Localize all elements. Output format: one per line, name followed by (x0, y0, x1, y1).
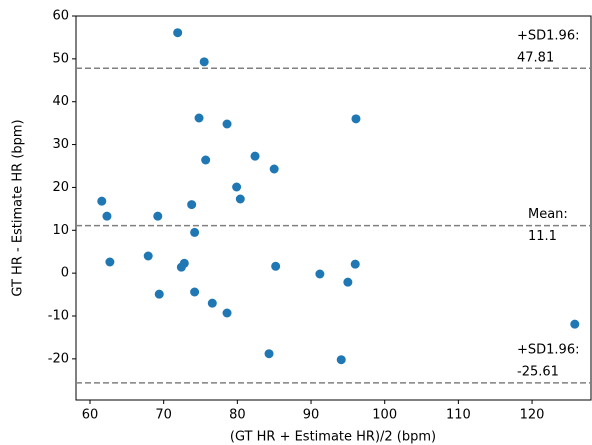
y-tick-label: 20 (52, 180, 69, 195)
point (222, 308, 232, 318)
point (264, 349, 274, 359)
reference-label: -25.61 (517, 364, 559, 379)
point (97, 196, 107, 206)
x-tick-label: 80 (229, 408, 246, 423)
point (105, 257, 115, 267)
reference-label: Mean: (528, 207, 568, 222)
y-axis-label: GT HR - Estimate HR (bpm) (11, 119, 26, 296)
y-tick-label: -10 (48, 309, 69, 324)
point (176, 262, 186, 272)
point (102, 211, 112, 221)
point (315, 269, 325, 279)
point (250, 151, 260, 161)
point (350, 259, 360, 269)
point (351, 114, 361, 124)
y-tick-label: 60 (52, 9, 69, 24)
x-tick-label: 90 (303, 408, 320, 423)
reference-label: +SD1.96: (517, 342, 579, 357)
point (271, 261, 281, 271)
x-tick-label: 100 (372, 408, 397, 423)
reference-label: +SD1.96: (517, 29, 579, 44)
point (201, 155, 211, 165)
point (222, 119, 232, 129)
point (207, 298, 217, 308)
x-tick-label: 60 (82, 408, 99, 423)
point (154, 289, 164, 299)
x-tick-label: 70 (155, 408, 172, 423)
axes-frame (75, 15, 592, 401)
point (570, 319, 580, 329)
x-tick-label: 120 (520, 408, 545, 423)
point (194, 113, 204, 123)
x-tick-label: 110 (446, 408, 471, 423)
point (190, 227, 200, 237)
point (199, 57, 209, 67)
y-tick-label: 50 (52, 51, 69, 66)
point (190, 287, 200, 297)
y-tick-label: 40 (52, 94, 69, 109)
y-tick-label: 10 (52, 223, 69, 238)
reference-label: 11.1 (528, 229, 557, 244)
point (187, 200, 197, 210)
point (235, 194, 245, 204)
point (343, 277, 353, 287)
y-tick-label: 30 (52, 137, 69, 152)
point (269, 164, 279, 174)
point (232, 182, 242, 192)
y-tick-label: 0 (61, 266, 69, 281)
x-axis-label: (GT HR + Estimate HR)/2 (bpm) (230, 430, 436, 445)
reference-label: 47.81 (517, 51, 554, 66)
point (173, 28, 183, 38)
point (153, 211, 163, 221)
point (143, 251, 153, 261)
y-tick-label: -20 (48, 351, 69, 366)
point (336, 355, 346, 365)
